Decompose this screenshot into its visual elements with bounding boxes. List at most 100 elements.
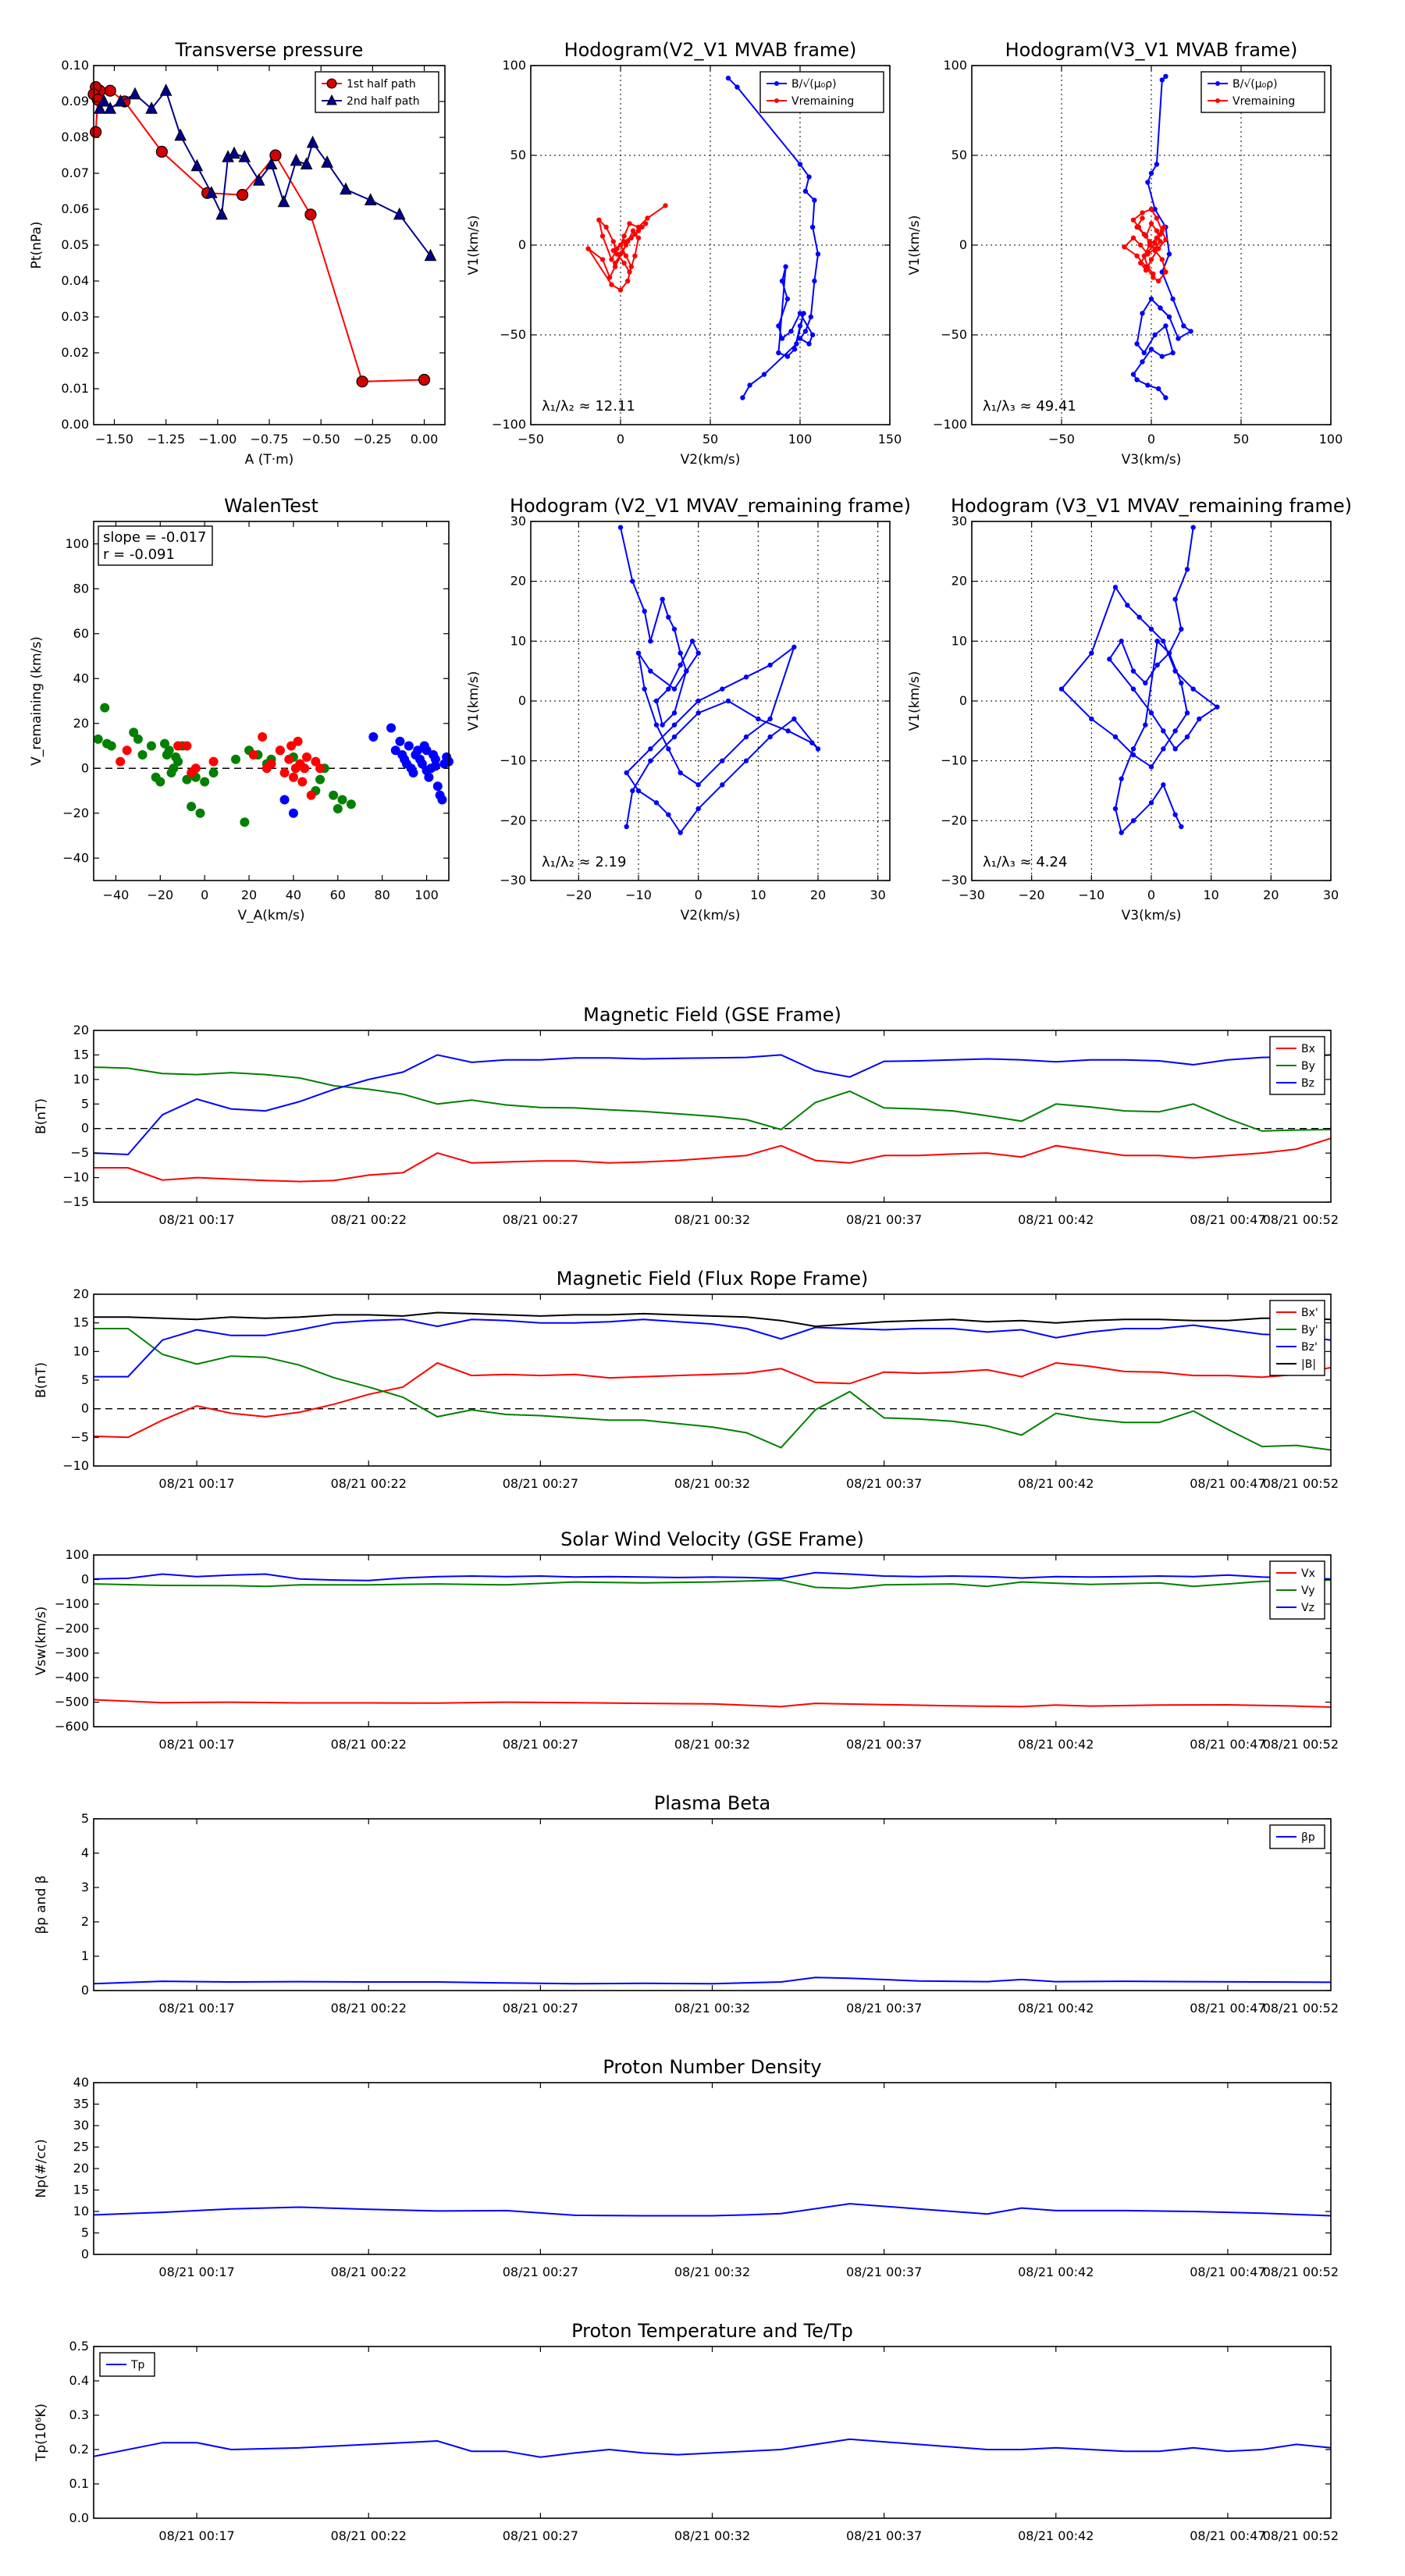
- y-tick-label: −30: [500, 873, 526, 888]
- plasma-beta-panel: 0 1 2 3 4 5 08/21 00:17 08/21 00:22 08/21 00:27 0…: [34, 1792, 1339, 2016]
- data-point: [155, 777, 165, 787]
- data-point: [663, 203, 668, 208]
- y-axis-label: Tp(10⁶K): [34, 2403, 49, 2462]
- data-point: [1156, 246, 1161, 251]
- y-tick-label: 10: [73, 2204, 89, 2218]
- data-point: [1134, 341, 1140, 347]
- data-point: [628, 235, 634, 240]
- data-point: [756, 716, 761, 722]
- data-point: [1184, 567, 1190, 572]
- data-point: [1159, 77, 1165, 83]
- data-point: [1161, 224, 1167, 230]
- y-tick-label: −100: [492, 417, 526, 432]
- data-point: [783, 264, 788, 269]
- x-tick-label: 08/21 00:22: [331, 2528, 407, 2543]
- data-point: [1172, 668, 1178, 674]
- x-tick-label: −1.00: [198, 432, 237, 447]
- data-point: [815, 251, 821, 257]
- data-point: [603, 224, 609, 230]
- data-point: [666, 746, 671, 752]
- y-tick-label: −10: [500, 753, 526, 768]
- x-tick-label: 08/21 00:37: [846, 2265, 922, 2279]
- x-tick-label: 30: [870, 888, 885, 902]
- series-line-by-: [94, 1328, 1332, 1451]
- data-point: [1130, 746, 1136, 752]
- magnetic-field-gse-panel: −15 −10 −5 0 5 10 15 20 08/21 00:17 08/21 00:22 08…: [34, 1004, 1339, 1227]
- data-point: [1145, 250, 1151, 255]
- data-point: [794, 341, 799, 347]
- y-tick-label: 100: [502, 58, 526, 73]
- y-axis-label: V1(km/s): [466, 671, 482, 731]
- data-point: [231, 754, 240, 764]
- y-tick-label: −20: [500, 813, 526, 827]
- data-point: [1172, 596, 1178, 602]
- data-point: [1159, 269, 1165, 275]
- legend-label: 2nd half path: [347, 95, 420, 108]
- series-line-bz: [93, 1054, 1332, 1156]
- data-point: [413, 745, 423, 756]
- data-point: [297, 777, 308, 787]
- plot-frame: [93, 1554, 1332, 1727]
- transverse-pressure-panel: 0.00 0.01 0.02 0.03 0.04 0.05 0.06 0.07 0.08 0.09…: [29, 39, 446, 468]
- data-point: [585, 246, 591, 251]
- data-point: [1136, 614, 1142, 620]
- data-point: [164, 745, 174, 756]
- legend-label: Bx': [1301, 1307, 1318, 1319]
- y-tick-label: 0: [81, 2247, 89, 2261]
- x-tick-label: 10: [1203, 888, 1218, 902]
- legend-box: [1200, 71, 1325, 113]
- data-point: [653, 800, 660, 806]
- chart-title: Plasma Beta: [654, 1792, 770, 1814]
- y-tick-label: 0.0: [69, 2510, 89, 2525]
- legend-label: By: [1301, 1060, 1315, 1073]
- data-point: [809, 224, 816, 230]
- y-tick-label: 20: [510, 574, 526, 589]
- x-tick-label: −50: [518, 432, 544, 447]
- legend-label: Vy: [1301, 1585, 1315, 1597]
- data-point: [205, 186, 218, 198]
- data-point: [337, 795, 347, 805]
- data-point: [146, 741, 156, 751]
- annotation-box: [98, 525, 213, 566]
- data-point: [293, 736, 303, 746]
- data-point: [785, 728, 791, 734]
- data-point: [1190, 686, 1196, 692]
- y-tick-label: 10: [73, 1343, 89, 1358]
- x-tick-label: 08/21 00:37: [846, 2001, 922, 2016]
- x-tick-label: −40: [103, 888, 130, 902]
- data-point: [1152, 240, 1158, 246]
- data-point: [725, 698, 731, 704]
- x-tick-label: 08/21 00:52: [1263, 1476, 1339, 1491]
- x-axis-label: V2(km/s): [681, 908, 741, 923]
- legend-marker: [1215, 98, 1220, 103]
- data-point: [815, 746, 821, 752]
- data-point: [695, 710, 701, 716]
- data-point: [743, 734, 749, 740]
- data-point: [776, 323, 781, 329]
- data-point: [671, 722, 678, 728]
- chart-title: Hodogram(V2_V1 MVAB frame): [564, 39, 857, 61]
- y-tick-label: 0.4: [69, 2373, 89, 2388]
- y-tick-label: 0.07: [61, 165, 89, 180]
- plot-frame: [93, 2082, 1332, 2255]
- data-point: [609, 257, 614, 262]
- series-line-series-0: [620, 527, 819, 834]
- x-tick-label: 08/21 00:42: [1018, 1737, 1094, 1752]
- x-tick-label: 0: [201, 888, 208, 902]
- data-point: [1130, 818, 1136, 824]
- data-point: [208, 756, 219, 767]
- data-point: [1119, 776, 1124, 781]
- x-tick-label: 08/21 00:42: [1018, 2265, 1094, 2279]
- y-tick-label: 15: [73, 1047, 89, 1062]
- data-point: [812, 278, 817, 284]
- y-axis-label: V1(km/s): [907, 215, 923, 276]
- y-tick-label: 50: [951, 148, 967, 162]
- data-point: [1184, 710, 1190, 716]
- series-line-bz-: [94, 1318, 1332, 1378]
- x-tick-label: 08/21 00:32: [674, 1476, 750, 1491]
- data-point: [791, 347, 798, 352]
- y-tick-label: −5: [70, 1429, 89, 1444]
- data-point: [671, 710, 678, 716]
- data-point: [1151, 275, 1156, 280]
- legend-box: [759, 71, 884, 113]
